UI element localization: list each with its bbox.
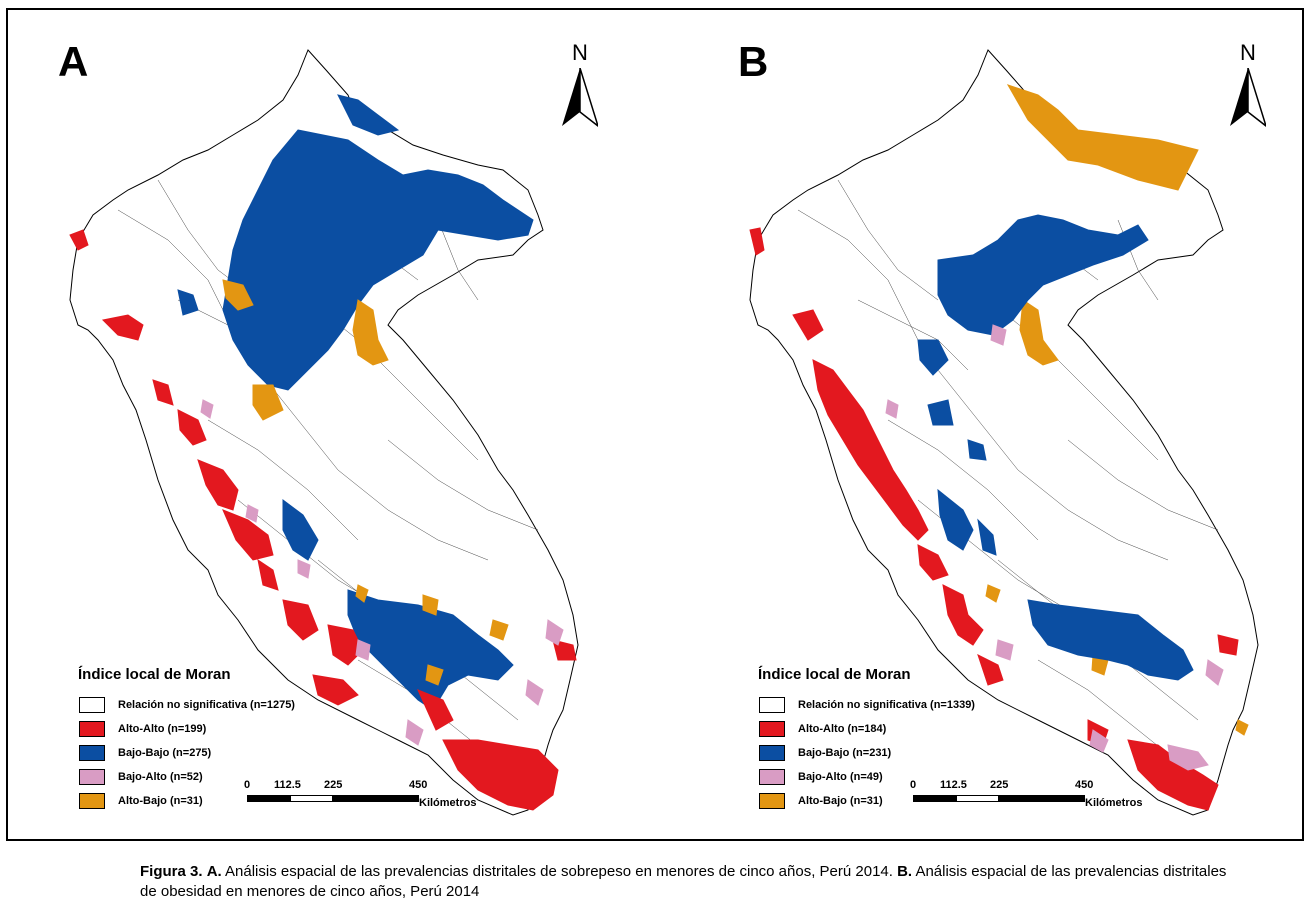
cluster-alto-bajo (985, 84, 1249, 736)
caption-b-text: Análisis espacial de las prevalencias di… (140, 863, 1227, 900)
scale-unit: Kilómetros (1085, 797, 1143, 809)
cluster-alto-alto (749, 227, 1239, 811)
scale-tick: 450 (1075, 779, 1094, 791)
legend-label: Alto-Alto (n=184) (798, 723, 887, 735)
peru-map-b (749, 49, 1259, 816)
legend-item: Alto-Alto (n=199) (78, 721, 338, 745)
legend-label: Bajo-Alto (n=49) (798, 771, 883, 783)
north-arrow-icon (1230, 68, 1266, 127)
north-label: N (572, 40, 588, 65)
figure-frame: A (6, 8, 1304, 841)
scale-segment (290, 795, 333, 802)
legend-item: Alto-Bajo (n=31) (78, 793, 338, 817)
caption-figure-label: Figura 3. (140, 863, 203, 880)
north-arrow: N (1228, 40, 1268, 130)
caption-a-label: A. (206, 863, 222, 880)
north-arrow-icon (562, 68, 598, 127)
legend-swatch (759, 769, 785, 785)
legend-swatch (79, 745, 105, 761)
legend-swatch (79, 721, 105, 737)
north-arrow: N (560, 40, 600, 130)
legend-label: Relación no significativa (n=1339) (798, 699, 975, 711)
scale-segment (913, 795, 956, 802)
caption-a-text: Análisis espacial de las prevalencias di… (225, 863, 893, 880)
legend-swatch (759, 697, 785, 713)
legend-title: Índice local de Moran (758, 666, 911, 683)
legend-item: Alto-Alto (n=184) (758, 721, 1018, 745)
legend-item: Relación no significativa (n=1275) (78, 697, 338, 721)
panel-letter: B (738, 38, 769, 85)
cluster-bajo-bajo (177, 94, 534, 711)
figure-caption: Figura 3. A. Análisis espacial de las pr… (140, 862, 1240, 902)
panel-a: A (8, 10, 658, 839)
scale-tick: 450 (409, 779, 428, 791)
legend-label: Bajo-Bajo (n=231) (798, 747, 892, 759)
scale-tick: 225 (324, 779, 343, 791)
scale-segment (247, 795, 290, 802)
legend-label: Bajo-Alto (n=52) (118, 771, 203, 783)
cluster-bajo-bajo (917, 214, 1194, 681)
legend-label: Bajo-Bajo (n=275) (118, 747, 212, 759)
scale-bar: 0 112.5 225 450 Kilómetros (910, 779, 1170, 819)
cluster-bajo-alto (885, 324, 1224, 771)
cluster-bajo-alto (200, 399, 564, 746)
panel-letter: A (58, 38, 89, 85)
legend-label: Alto-Alto (n=199) (118, 723, 207, 735)
legend: Índice local de Moran Relación no signif… (78, 666, 338, 817)
legend-label: Alto-Bajo (n=31) (798, 795, 883, 807)
caption-b-label: B. (897, 863, 913, 880)
legend-swatch (79, 793, 105, 809)
scale-segment (956, 795, 999, 802)
scale-tick: 112.5 (940, 779, 967, 791)
scale-unit: Kilómetros (419, 797, 477, 809)
legend-swatch (79, 697, 105, 713)
legend-item: Bajo-Alto (n=52) (78, 769, 338, 793)
legend-swatch (759, 745, 785, 761)
scale-segment (333, 795, 419, 802)
legend-title: Índice local de Moran (78, 666, 231, 683)
scale-tick: 112.5 (274, 779, 301, 791)
north-label: N (1240, 40, 1256, 65)
legend-item: Bajo-Bajo (n=231) (758, 745, 1018, 769)
legend-swatch (79, 769, 105, 785)
cluster-alto-bajo (222, 279, 509, 686)
legend: Índice local de Moran Relación no signif… (758, 666, 1018, 817)
peru-map-a (69, 49, 579, 816)
legend-item: Alto-Bajo (n=31) (758, 793, 1018, 817)
legend-label: Alto-Bajo (n=31) (118, 795, 203, 807)
legend-item: Bajo-Alto (n=49) (758, 769, 1018, 793)
legend-item: Relación no significativa (n=1339) (758, 697, 1018, 721)
scale-bar: 0 112.5 225 450 Kilómetros (244, 779, 504, 819)
scale-tick: 0 (244, 779, 251, 791)
legend-label: Relación no significativa (n=1275) (118, 699, 295, 711)
panel-b: B (688, 10, 1315, 839)
scale-segment (999, 795, 1085, 802)
legend-item: Bajo-Bajo (n=275) (78, 745, 338, 769)
legend-swatch (759, 793, 785, 809)
scale-tick: 225 (990, 779, 1009, 791)
scale-tick: 0 (910, 779, 917, 791)
legend-swatch (759, 721, 785, 737)
cluster-alto-alto (69, 229, 577, 811)
